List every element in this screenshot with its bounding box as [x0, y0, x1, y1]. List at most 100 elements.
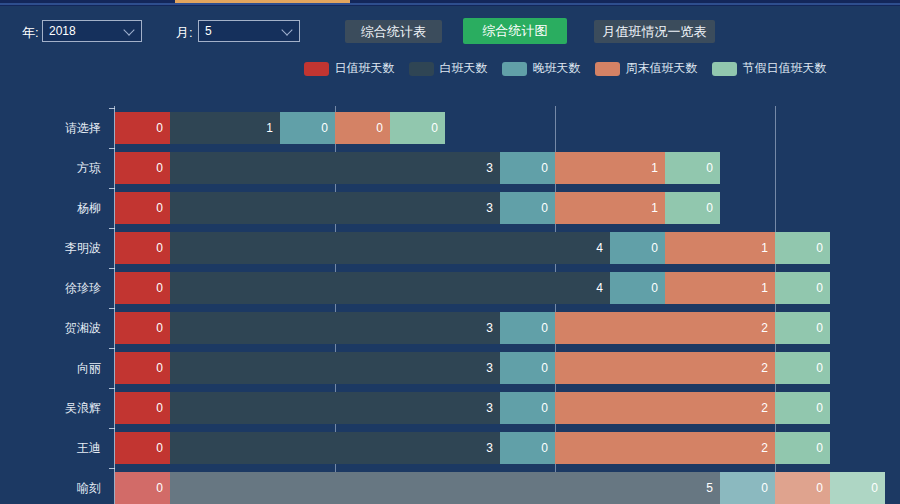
bar-segment-daily-duty-days[interactable]: 0	[115, 192, 170, 224]
bar-segment-day-shift-days[interactable]: 1	[170, 112, 280, 144]
bar-segment-daily-duty-days[interactable]: 0	[115, 272, 170, 304]
y-axis-tick	[109, 108, 115, 109]
bar-segment-holiday-duty-days[interactable]: 0	[775, 392, 830, 424]
segment-value-label: 3	[486, 352, 493, 384]
segment-value-label: 2	[761, 392, 768, 424]
bar-segment-daily-duty-days[interactable]: 0	[115, 352, 170, 384]
y-axis-label: 徐珍珍	[0, 272, 108, 304]
segment-value-label: 1	[651, 192, 658, 224]
segment-value-label: 0	[156, 192, 163, 224]
segment-value-label: 3	[486, 192, 493, 224]
bar-segment-day-shift-days[interactable]: 3	[170, 152, 500, 184]
y-axis-tick	[109, 348, 115, 349]
bar-segment-holiday-duty-days[interactable]: 0	[775, 232, 830, 264]
bar-segment-holiday-duty-days[interactable]: 0	[665, 152, 720, 184]
y-axis-label: 喻刻	[0, 472, 108, 504]
y-axis-label: 李明波	[0, 232, 108, 264]
bar-row-8: 03020	[115, 432, 830, 464]
bar-segment-daily-duty-days[interactable]: 0	[115, 152, 170, 184]
bar-segment-weekend-duty-days[interactable]: 1	[665, 232, 775, 264]
bar-segment-night-shift-days[interactable]: 0	[280, 112, 335, 144]
bar-segment-night-shift-days[interactable]: 0	[500, 432, 555, 464]
y-axis-tick	[109, 428, 115, 429]
bar-segment-night-shift-days[interactable]: 0	[610, 232, 665, 264]
bar-segment-day-shift-days[interactable]: 3	[170, 432, 500, 464]
bar-segment-daily-duty-days[interactable]: 0	[115, 432, 170, 464]
bar-segment-weekend-duty-days[interactable]: 0	[335, 112, 390, 144]
bar-segment-daily-duty-days[interactable]: 0	[115, 232, 170, 264]
y-axis-label: 向丽	[0, 352, 108, 384]
bar-row-6: 03020	[115, 352, 830, 384]
bar-segment-night-shift-days[interactable]: 0	[500, 192, 555, 224]
bar-segment-weekend-duty-days[interactable]: 1	[665, 272, 775, 304]
segment-value-label: 0	[816, 472, 823, 504]
y-axis-label: 王迪	[0, 432, 108, 464]
segment-value-label: 4	[596, 272, 603, 304]
y-axis-tick	[109, 268, 115, 269]
segment-value-label: 0	[651, 232, 658, 264]
segment-value-label: 0	[541, 312, 548, 344]
segment-value-label: 5	[706, 472, 713, 504]
segment-value-label: 0	[651, 272, 658, 304]
bar-segment-weekend-duty-days[interactable]: 2	[555, 352, 775, 384]
segment-value-label: 0	[156, 392, 163, 424]
bar-segment-night-shift-days[interactable]: 0	[500, 152, 555, 184]
bar-segment-daily-duty-days[interactable]: 0	[115, 392, 170, 424]
bar-segment-night-shift-days[interactable]: 0	[500, 352, 555, 384]
segment-value-label: 0	[706, 152, 713, 184]
bar-segment-holiday-duty-days[interactable]: 0	[775, 312, 830, 344]
bar-segment-day-shift-days[interactable]: 3	[170, 392, 500, 424]
segment-value-label: 0	[431, 112, 438, 144]
segment-value-label: 0	[541, 152, 548, 184]
bar-row-4: 0 4 0 1 0	[115, 272, 830, 304]
segment-value-label: 0	[541, 352, 548, 384]
y-axis-label: 杨柳	[0, 192, 108, 224]
bar-segment-weekend-duty-days[interactable]: 2	[555, 432, 775, 464]
bar-segment-day-shift-days[interactable]: 4	[170, 232, 610, 264]
segment-value-label: 1	[761, 232, 768, 264]
y-axis-tick	[109, 148, 115, 149]
y-axis-label: 方琼	[0, 152, 108, 184]
bar-segment-holiday-duty-days[interactable]: 0	[775, 352, 830, 384]
bar-segment-day-shift-days[interactable]: 3	[170, 352, 500, 384]
bar-segment-day-shift-days[interactable]: 5	[170, 472, 720, 504]
bar-segment-weekend-duty-days[interactable]: 2	[555, 392, 775, 424]
segment-value-label: 3	[486, 312, 493, 344]
y-axis-tick	[109, 308, 115, 309]
bar-segment-weekend-duty-days[interactable]: 2	[555, 312, 775, 344]
bar-segment-daily-duty-days[interactable]: 0	[115, 312, 170, 344]
y-axis-label: 请选择	[0, 112, 108, 144]
segment-value-label: 2	[761, 432, 768, 464]
bar-segment-day-shift-days[interactable]: 3	[170, 312, 500, 344]
segment-value-label: 0	[761, 472, 768, 504]
bar-row-7: 03020	[115, 392, 830, 424]
segment-value-label: 0	[156, 272, 163, 304]
bar-segment-day-shift-days[interactable]: 3	[170, 192, 500, 224]
segment-value-label: 1	[761, 272, 768, 304]
bar-segment-day-shift-days[interactable]: 4	[170, 272, 610, 304]
bar-segment-daily-duty-days[interactable]: 0	[115, 472, 170, 504]
y-axis-tick	[109, 228, 115, 229]
bar-segment-daily-duty-days[interactable]: 0	[115, 112, 170, 144]
y-axis-label: 吴浪辉	[0, 392, 108, 424]
bar-segment-holiday-duty-days[interactable]: 0	[830, 472, 885, 504]
segment-value-label: 0	[156, 432, 163, 464]
bar-segment-holiday-duty-days[interactable]: 0	[775, 272, 830, 304]
bar-segment-weekend-duty-days[interactable]: 1	[555, 152, 665, 184]
segment-value-label: 0	[541, 192, 548, 224]
bar-segment-night-shift-days[interactable]: 0	[500, 392, 555, 424]
bar-segment-holiday-duty-days[interactable]: 0	[775, 432, 830, 464]
segment-value-label: 0	[816, 232, 823, 264]
y-axis-tick	[109, 188, 115, 189]
bar-segment-weekend-duty-days[interactable]: 0	[775, 472, 830, 504]
bar-row-1: 03010	[115, 152, 720, 184]
bar-segment-night-shift-days[interactable]: 0	[720, 472, 775, 504]
bar-segment-night-shift-days[interactable]: 0	[610, 272, 665, 304]
bar-segment-weekend-duty-days[interactable]: 1	[555, 192, 665, 224]
segment-value-label: 0	[816, 272, 823, 304]
duty-stacked-bar-chart: 请选择01000方琼03010杨柳03010李明波04010徐珍珍04010贺湘…	[0, 0, 900, 504]
segment-value-label: 0	[816, 352, 823, 384]
bar-segment-holiday-duty-days[interactable]: 0	[390, 112, 445, 144]
bar-segment-night-shift-days[interactable]: 0	[500, 312, 555, 344]
bar-segment-holiday-duty-days[interactable]: 0	[665, 192, 720, 224]
